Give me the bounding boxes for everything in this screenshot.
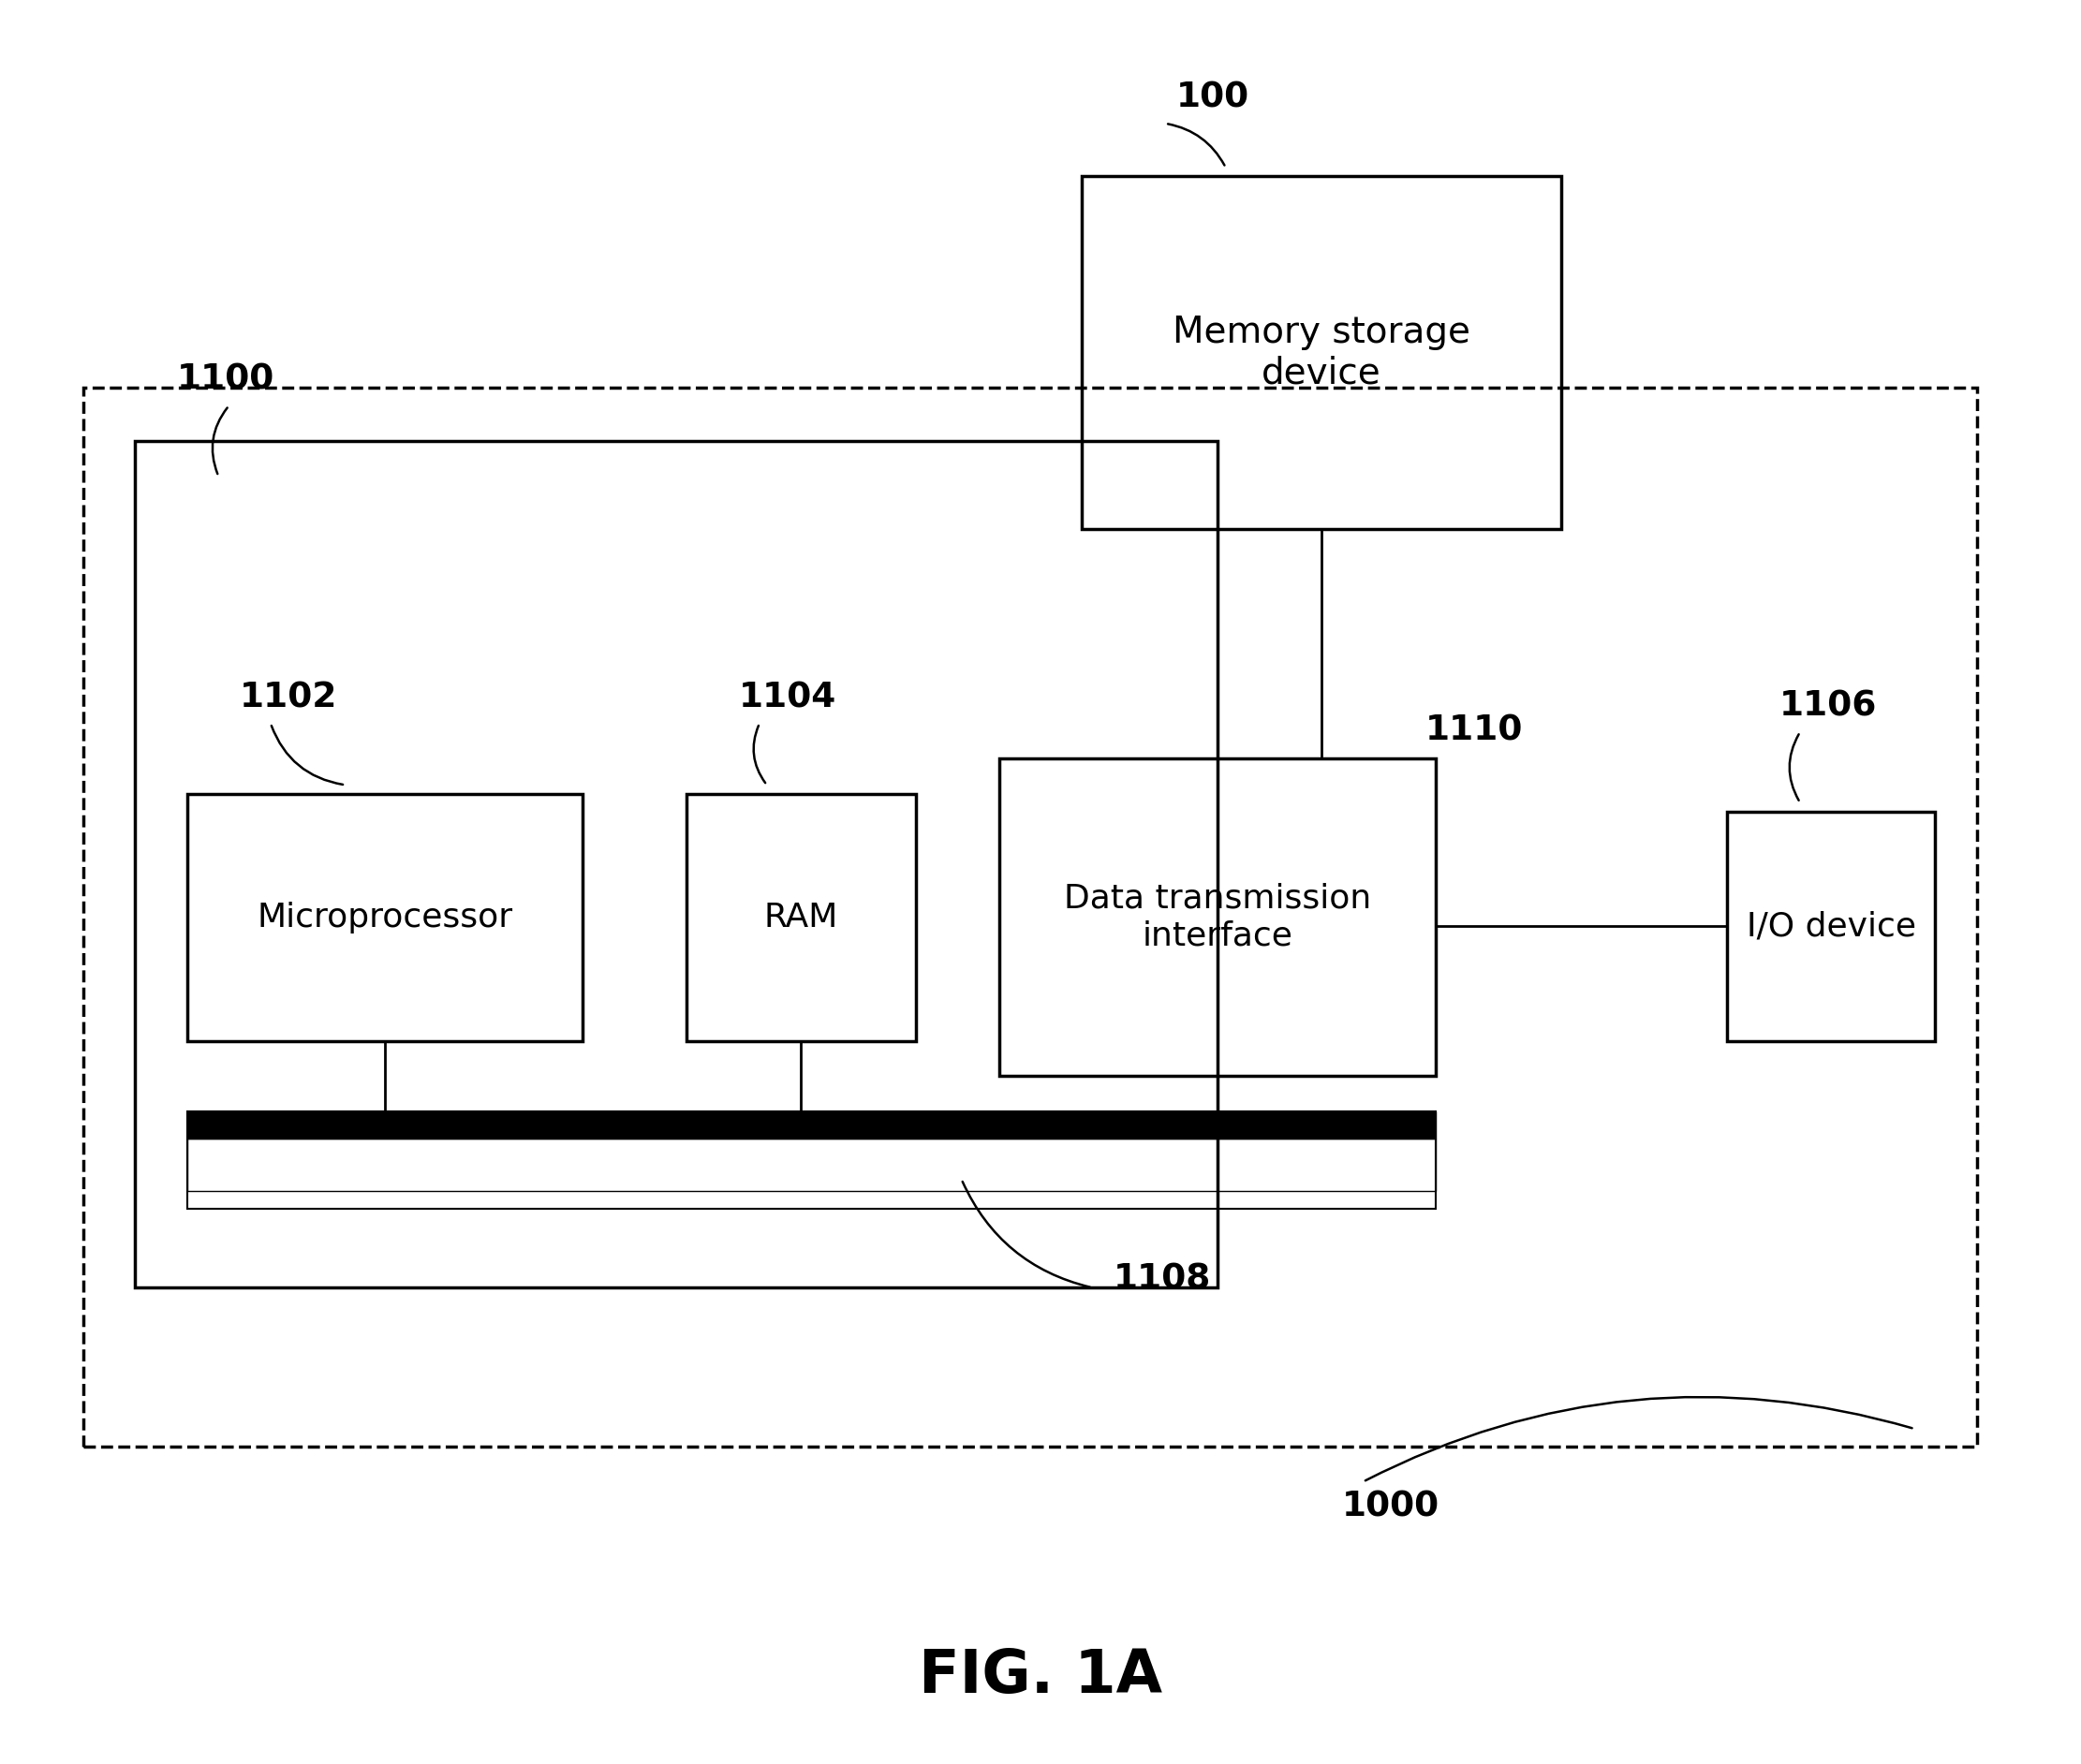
Bar	[135, 441, 1217, 1288]
Text: I/O device: I/O device	[1746, 910, 1917, 942]
Bar	[83, 388, 1977, 1446]
Bar	[999, 759, 1436, 1076]
Text: 1102: 1102	[239, 681, 337, 714]
Bar	[187, 1111, 1436, 1208]
Bar	[687, 794, 916, 1041]
Text: 1000: 1000	[1342, 1491, 1440, 1524]
Bar	[1727, 811, 1935, 1041]
Text: Memory storage
device: Memory storage device	[1172, 314, 1471, 392]
Text: Data transmission
interface: Data transmission interface	[1063, 884, 1371, 951]
Text: 100: 100	[1176, 81, 1249, 115]
Text: 1108: 1108	[1113, 1263, 1211, 1297]
Text: FIG. 1A: FIG. 1A	[918, 1648, 1163, 1704]
Bar	[187, 1138, 1436, 1191]
Text: Microprocessor: Microprocessor	[258, 901, 512, 933]
Bar	[187, 794, 583, 1041]
Text: 1104: 1104	[739, 681, 837, 714]
Text: RAM: RAM	[764, 901, 839, 933]
Bar	[187, 1111, 1436, 1138]
Text: 1100: 1100	[177, 363, 275, 397]
Text: 1106: 1106	[1779, 690, 1877, 723]
Bar	[1082, 176, 1561, 529]
Text: 1110: 1110	[1425, 714, 1523, 748]
